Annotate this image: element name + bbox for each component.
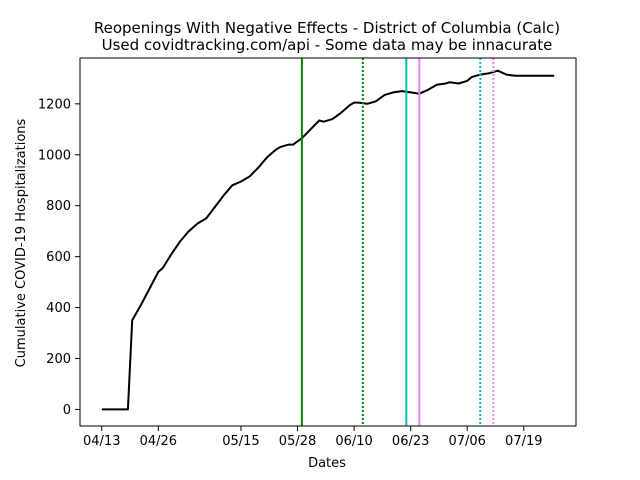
series-line-0 [101, 69, 555, 411]
x-tick-label: 05/15 [222, 434, 259, 449]
y-tick-label: 1200 [38, 97, 71, 112]
x-tick-label: 06/10 [335, 434, 372, 449]
y-tick-label: 0 [63, 403, 71, 418]
chart-subtitle: Used covidtracking.com/api - Some data m… [102, 36, 553, 54]
y-tick-label: 800 [46, 199, 71, 214]
y-tick-label: 200 [46, 352, 71, 367]
x-tick-label: 05/28 [279, 434, 316, 449]
x-axis-label: Dates [308, 456, 346, 471]
y-tick-label: 1000 [38, 148, 71, 163]
x-tick-label: 07/06 [448, 434, 485, 449]
x-tick-label: 04/13 [83, 434, 120, 449]
x-tick-label: 07/19 [505, 434, 542, 449]
y-axis-label: Cumulative COVID-19 Hospitalizations [14, 118, 29, 367]
axes-frame [79, 57, 577, 427]
x-tick-label: 04/26 [140, 434, 177, 449]
plot-area: 04/13 04/26 05/15 05/28 06/10 06/23 07/06 07/19… [38, 57, 577, 449]
x-tick-label: 06/23 [392, 434, 429, 449]
chart-title: Reopenings With Negative Effects - Distr… [94, 19, 560, 37]
y-tick-label: 600 [46, 250, 71, 265]
y-tick-label: 400 [46, 301, 71, 316]
